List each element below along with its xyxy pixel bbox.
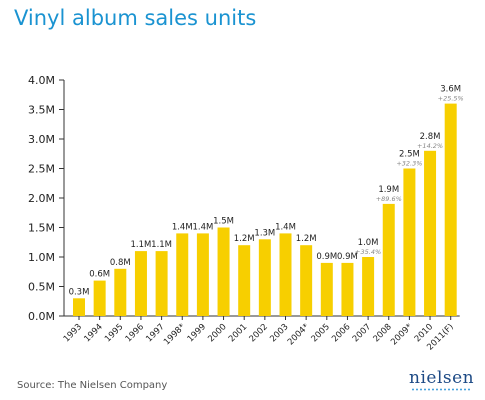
- data-label: 1.0M: [358, 238, 379, 248]
- data-label: 0.3M: [69, 287, 90, 297]
- change-label: +89.6%: [376, 195, 402, 203]
- chart-title: Vinyl album sales units: [14, 6, 257, 30]
- x-tick-label: 2009*: [389, 322, 414, 347]
- x-tick-label: 1996: [124, 322, 146, 344]
- y-tick-label: 3.5M: [28, 104, 55, 117]
- data-label: 1.1M: [151, 240, 172, 250]
- source-note: Source: The Nielsen Company: [17, 380, 168, 391]
- data-label: 1.4M: [275, 222, 296, 232]
- data-label: 0.9M: [316, 252, 337, 262]
- data-label: 0.6M: [89, 270, 110, 280]
- y-tick-label: 1.0M: [28, 251, 55, 264]
- data-label: 1.2M: [296, 234, 317, 244]
- change-label: +14.2%: [417, 142, 443, 150]
- bar: [424, 150, 437, 316]
- x-tick-label: 1994: [82, 322, 104, 344]
- data-label: 1.9M: [378, 185, 399, 195]
- y-tick-label: 0.0M: [28, 310, 55, 323]
- x-tick-label: 2005: [310, 322, 332, 344]
- y-tick-label: 2.0M: [28, 192, 55, 205]
- bar: [93, 280, 106, 316]
- data-label: 0.8M: [110, 258, 131, 268]
- bar: [176, 233, 189, 316]
- nielsen-logo: nielsen: [409, 368, 475, 392]
- bar: [403, 168, 416, 316]
- data-label: 2.8M: [420, 132, 441, 142]
- y-tick-label: 0.5M: [28, 281, 55, 294]
- data-label: 1.3M: [254, 228, 275, 238]
- bar: [279, 233, 292, 316]
- bar: [258, 239, 271, 316]
- x-tick-label: 2001: [227, 322, 249, 344]
- y-tick-label: 1.5M: [28, 222, 55, 235]
- data-label: 0.9M: [337, 252, 358, 262]
- x-tick-label: 2000: [206, 322, 228, 344]
- data-label: 3.6M: [440, 85, 461, 95]
- x-tick-label: 1993: [62, 322, 84, 344]
- data-label: 1.5M: [213, 217, 234, 227]
- x-tick-label: 2007: [351, 322, 373, 344]
- bar: [114, 268, 127, 316]
- x-tick-label: 1999: [186, 322, 208, 344]
- x-tick-label: 1995: [103, 322, 125, 344]
- change-label: +35.4%: [355, 248, 381, 256]
- x-tick-label: 1998*: [162, 322, 187, 347]
- data-label: 1.2M: [234, 234, 255, 244]
- x-tick-label: 2002: [248, 322, 270, 344]
- x-tick-label: 2004*: [286, 322, 311, 347]
- bar: [73, 298, 85, 316]
- data-label: 1.4M: [192, 222, 213, 232]
- change-label: +32.3%: [396, 160, 422, 168]
- y-tick-label: 2.5M: [28, 163, 55, 176]
- y-tick-label: 4.0M: [28, 74, 55, 87]
- x-tick-label: 2006: [330, 322, 352, 344]
- bar: [341, 262, 354, 316]
- data-label: 1.4M: [172, 222, 193, 232]
- bar: [320, 262, 333, 316]
- vinyl-sales-bar-chart: 0.0M 0.5M 1.0M 1.5M 2.0M 2.5M 3.0M 3.5M 4.0M 0.3M…: [28, 74, 464, 353]
- data-label: 2.5M: [399, 150, 420, 160]
- bar: [155, 251, 168, 316]
- logo-wordmark: nielsen: [409, 368, 475, 388]
- bar: [362, 257, 375, 316]
- data-label: 1.1M: [131, 240, 152, 250]
- change-label: +25.5%: [438, 95, 464, 103]
- logo-dots: [411, 388, 471, 391]
- y-tick-label: 3.0M: [28, 133, 55, 146]
- bar: [238, 245, 251, 316]
- bar: [196, 233, 209, 316]
- bar: [444, 103, 457, 316]
- bar: [382, 203, 395, 316]
- bar: [300, 245, 313, 316]
- bar: [217, 227, 230, 316]
- bar: [134, 251, 147, 316]
